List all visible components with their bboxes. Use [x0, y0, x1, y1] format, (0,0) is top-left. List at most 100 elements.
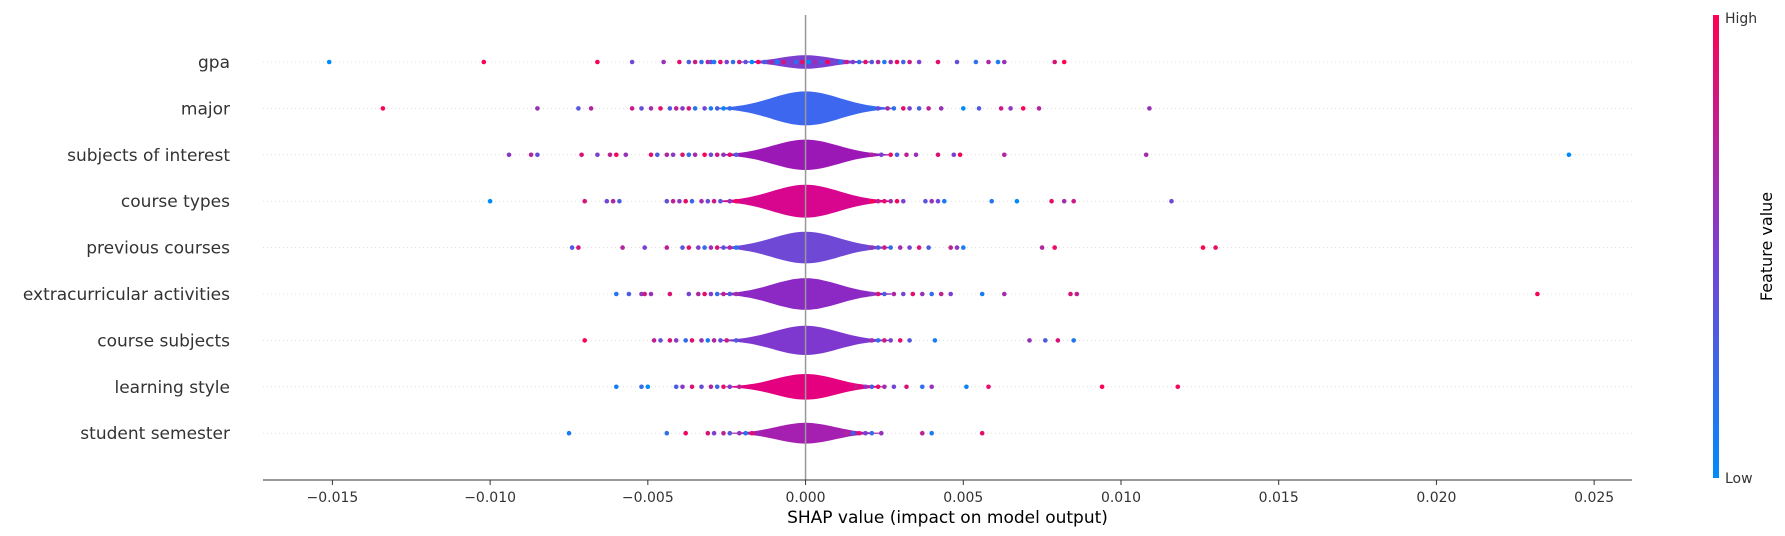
- point-learning-style-16: [882, 384, 887, 390]
- point-extracurricular-activities-18: [901, 291, 906, 297]
- point-gpa-49: [1002, 59, 1007, 65]
- point-course-types-2: [604, 198, 610, 204]
- point-gpa-42: [907, 59, 912, 65]
- point-course-types-0: [487, 198, 493, 204]
- point-previous-courses-24: [961, 245, 966, 250]
- point-course-subjects-6: [689, 338, 695, 343]
- point-previous-courses-26: [1052, 245, 1057, 250]
- point-major-7: [658, 106, 663, 111]
- point-gpa-31: [838, 59, 843, 65]
- point-course-subjects-12: [733, 338, 739, 343]
- point-previous-courses-1: [576, 245, 581, 250]
- point-major-15: [714, 106, 720, 111]
- point-student-semester-15: [879, 430, 884, 436]
- point-learning-style-6: [699, 384, 704, 390]
- point-gpa-28: [819, 59, 824, 65]
- point-gpa-14: [730, 59, 736, 65]
- point-subjects-of-interest-11: [670, 152, 676, 158]
- point-student-semester-12: [856, 430, 862, 436]
- point-course-types-4: [617, 198, 622, 204]
- point-major-32: [1036, 106, 1042, 111]
- point-student-semester-18: [979, 430, 985, 436]
- point-previous-courses-16: [882, 245, 887, 250]
- point-gpa-2: [595, 59, 600, 65]
- point-course-types-23: [929, 198, 934, 204]
- point-previous-courses-2: [620, 245, 625, 250]
- point-gpa-39: [888, 59, 893, 65]
- point-previous-courses-7: [696, 245, 701, 250]
- point-course-subjects-17: [897, 338, 903, 343]
- point-course-types-10: [699, 198, 704, 204]
- point-gpa-6: [686, 59, 692, 65]
- point-course-types-12: [711, 198, 717, 204]
- point-learning-style-13: [863, 384, 868, 390]
- point-course-types-31: [1169, 198, 1174, 204]
- point-student-semester-2: [683, 430, 688, 436]
- point-gpa-24: [793, 59, 799, 65]
- feature-label-major: major: [181, 99, 230, 119]
- point-major-17: [727, 106, 733, 111]
- feature-label-course-subjects: course subjects: [97, 331, 230, 351]
- point-course-types-16: [869, 198, 875, 204]
- point-course-types-21: [901, 198, 906, 204]
- point-subjects-of-interest-20: [733, 152, 739, 158]
- point-previous-courses-15: [875, 245, 881, 250]
- point-learning-style-14: [869, 384, 875, 390]
- point-extracurricular-activities-0: [614, 291, 619, 297]
- point-subjects-of-interest-7: [623, 152, 629, 158]
- point-gpa-45: [954, 59, 960, 65]
- point-learning-style-1: [639, 384, 644, 390]
- point-major-1: [535, 106, 540, 111]
- point-gpa-47: [986, 59, 991, 65]
- point-major-5: [639, 106, 644, 111]
- point-extracurricular-activities-3: [642, 291, 647, 297]
- x-tick-label-1: −0.010: [464, 490, 516, 506]
- point-student-semester-0: [566, 430, 572, 436]
- point-learning-style-4: [680, 384, 685, 390]
- point-major-20: [885, 106, 890, 111]
- point-subjects-of-interest-32: [1566, 152, 1572, 158]
- point-subjects-of-interest-23: [888, 152, 893, 158]
- point-student-semester-10: [844, 430, 849, 436]
- point-previous-courses-9: [708, 245, 714, 250]
- point-gpa-44: [935, 59, 941, 65]
- point-previous-courses-12: [727, 245, 733, 250]
- point-course-types-17: [875, 198, 881, 204]
- point-major-26: [938, 106, 944, 111]
- x-tick-label-0: −0.015: [306, 490, 358, 506]
- point-learning-style-0: [614, 384, 619, 390]
- point-major-31: [1020, 106, 1026, 111]
- point-subjects-of-interest-12: [680, 152, 685, 158]
- point-gpa-11: [711, 59, 717, 65]
- point-extracurricular-activities-12: [727, 291, 733, 297]
- point-student-semester-3: [705, 430, 711, 436]
- point-course-subjects-4: [673, 338, 679, 343]
- colorbar-title: Feature value: [1757, 192, 1776, 301]
- point-major-11: [686, 106, 692, 111]
- point-subjects-of-interest-31: [1143, 152, 1149, 158]
- point-subjects-of-interest-4: [595, 152, 600, 158]
- point-major-33: [1147, 106, 1152, 111]
- point-subjects-of-interest-5: [607, 152, 613, 158]
- x-ticks: −0.015 −0.010 −0.005 0.000 0.005 0.010 0.015 0.…: [306, 480, 1614, 506]
- point-student-semester-9: [749, 430, 755, 436]
- point-student-semester-7: [737, 430, 742, 436]
- point-major-9: [673, 106, 679, 111]
- point-subjects-of-interest-18: [721, 152, 726, 158]
- point-course-types-24: [935, 198, 941, 204]
- point-gpa-51: [1061, 59, 1067, 65]
- point-learning-style-5: [689, 384, 695, 390]
- point-course-subjects-9: [711, 338, 717, 343]
- point-major-22: [901, 106, 906, 111]
- point-previous-courses-19: [907, 245, 912, 250]
- point-gpa-32: [844, 59, 849, 65]
- point-subjects-of-interest-6: [614, 152, 619, 158]
- feature-label-gpa: gpa: [198, 53, 230, 73]
- point-gpa-34: [856, 59, 862, 65]
- point-gpa-1: [481, 59, 487, 65]
- point-major-13: [702, 106, 707, 111]
- point-gpa-12: [718, 59, 723, 65]
- point-course-types-9: [689, 198, 695, 204]
- point-major-0: [380, 106, 386, 111]
